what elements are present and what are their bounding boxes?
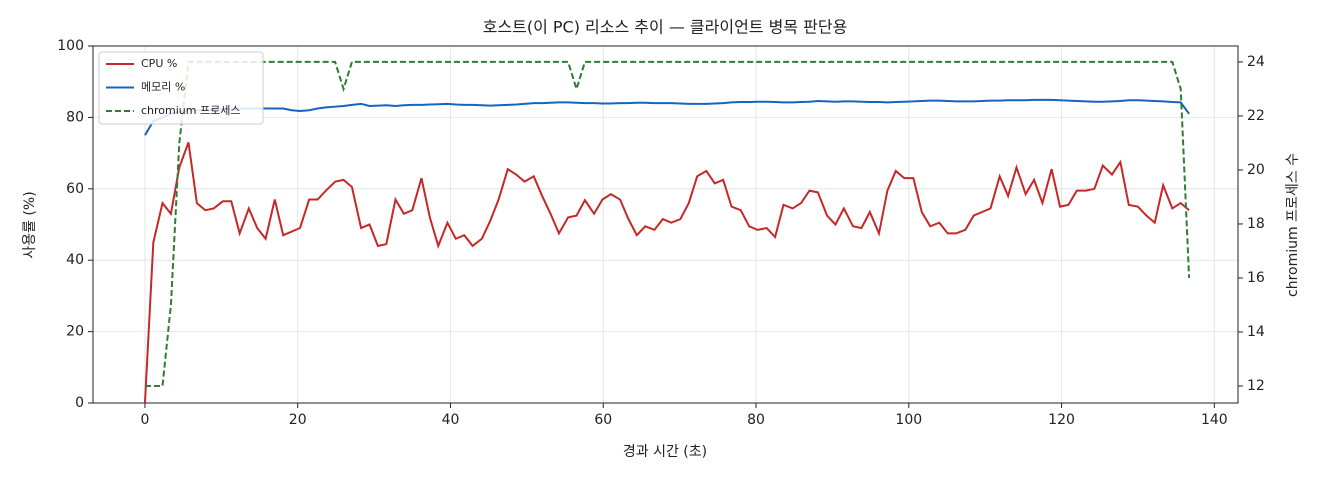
y2-tick-label: 16 bbox=[1247, 270, 1265, 286]
x-tick-label: 60 bbox=[594, 412, 612, 428]
y2-tick-label: 24 bbox=[1247, 54, 1265, 70]
x-tick-label: 40 bbox=[442, 412, 460, 428]
legend-box bbox=[98, 51, 264, 125]
y2-tick-label: 12 bbox=[1247, 378, 1265, 394]
x-tick-label: 80 bbox=[747, 412, 765, 428]
data-line bbox=[143, 142, 1190, 404]
y-tick-label: 0 bbox=[75, 395, 84, 411]
legend-label: chromium 프로세스 bbox=[141, 104, 240, 117]
y2-tick-label: 14 bbox=[1247, 324, 1265, 340]
y2-axis-label: chromium 프로세스 수 bbox=[1285, 153, 1301, 297]
x-tick-label: 100 bbox=[895, 412, 922, 428]
data-line bbox=[144, 98, 1190, 136]
x-tick-label: 120 bbox=[1048, 412, 1075, 428]
y2-tick-label: 18 bbox=[1247, 216, 1265, 232]
data-line bbox=[144, 60, 1191, 387]
y-tick-label: 100 bbox=[57, 38, 84, 54]
y2-tick-label: 22 bbox=[1247, 108, 1265, 124]
y-tick-label: 60 bbox=[66, 181, 84, 197]
x-tick-label: 140 bbox=[1201, 412, 1228, 428]
x-axis-label: 경과 시간 (초) bbox=[623, 444, 707, 460]
x-tick-label: 0 bbox=[140, 412, 149, 428]
y-tick-label: 20 bbox=[66, 324, 84, 340]
y-tick-label: 80 bbox=[66, 109, 84, 125]
chart-title: 호스트(이 PC) 리소스 추이 — 클라이언트 병목 판단용 bbox=[483, 18, 848, 37]
legend-label: 메모리 % bbox=[141, 81, 185, 94]
y-axis-label: 사용률 (%) bbox=[22, 191, 38, 258]
y2-tick-label: 20 bbox=[1247, 162, 1265, 178]
y-tick-label: 40 bbox=[66, 252, 84, 268]
plot-frame bbox=[92, 45, 1239, 404]
legend-label: CPU % bbox=[141, 57, 177, 70]
x-tick-label: 20 bbox=[289, 412, 307, 428]
